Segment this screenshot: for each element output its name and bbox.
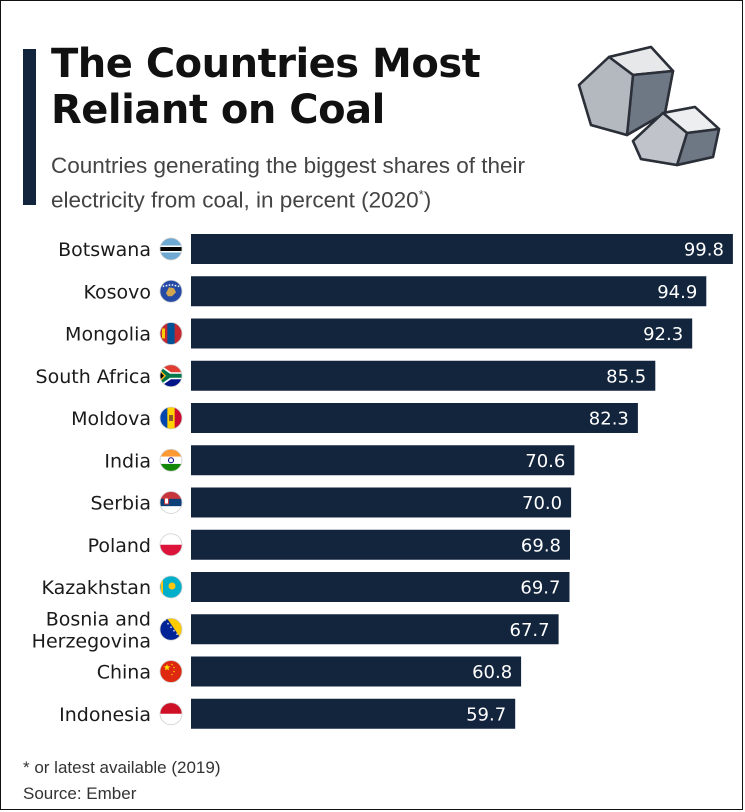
chart-subtitle: Countries generating the biggest shares … bbox=[51, 151, 571, 215]
value-label-india: 70.6 bbox=[525, 451, 565, 472]
india-flag-icon bbox=[159, 448, 183, 472]
bar-chart: 99.8 Botswana 94.9 Kosovo 92.3 Mongolia 85.5 So… bbox=[32, 234, 733, 729]
category-label-indonesia: Indonesia bbox=[59, 704, 151, 726]
bar-botswana bbox=[191, 234, 733, 264]
subtitle-asterisk: * bbox=[418, 187, 424, 202]
bar-moldova bbox=[191, 403, 638, 433]
value-label-botswana: 99.8 bbox=[684, 240, 724, 261]
category-label-serbia: Serbia bbox=[90, 493, 151, 515]
bar-indonesia bbox=[191, 698, 516, 729]
subtitle-close: ) bbox=[423, 187, 432, 213]
bosnia-flag-icon bbox=[159, 617, 183, 641]
title-line-1: The Countries Most bbox=[51, 41, 481, 87]
bar-mongolia bbox=[191, 318, 693, 349]
category-label-poland: Poland bbox=[88, 535, 151, 557]
category-label-botswana: Botswana bbox=[58, 239, 151, 261]
title-accent-bar bbox=[23, 49, 36, 205]
bar-kosovo bbox=[191, 276, 707, 307]
value-label-south-africa: 85.5 bbox=[606, 366, 646, 387]
botswana-flag-icon bbox=[159, 237, 183, 261]
value-label-china: 60.8 bbox=[472, 662, 512, 683]
chart-title: The Countries Most Reliant on Coal bbox=[51, 41, 481, 133]
south-africa-flag-icon bbox=[159, 364, 183, 388]
category-label-mongolia: Mongolia bbox=[65, 324, 151, 346]
subtitle-text: Countries generating the biggest shares … bbox=[51, 153, 526, 213]
value-label-serbia: 70.0 bbox=[522, 493, 562, 514]
footnote-note: * or latest available (2019) bbox=[23, 758, 221, 777]
category-label-kosovo: Kosovo bbox=[83, 281, 151, 303]
category-label-bosnia-and-herzegovina: Bosnia and Herzegovina bbox=[32, 608, 151, 652]
coal-lumps-icon bbox=[577, 45, 721, 167]
bar-south-africa bbox=[191, 360, 656, 391]
title-line-2: Reliant on Coal bbox=[51, 87, 385, 133]
bar-serbia bbox=[191, 487, 572, 518]
poland-flag-icon bbox=[159, 533, 183, 557]
serbia-flag-icon bbox=[159, 491, 183, 514]
bar-poland bbox=[191, 529, 570, 560]
bar-india bbox=[191, 445, 575, 476]
moldova-flag-icon bbox=[159, 406, 183, 430]
footnote: * or latest available (2019) Source: Emb… bbox=[23, 755, 221, 807]
value-label-bosnia-and-herzegovina: 67.7 bbox=[510, 620, 550, 641]
indonesia-flag-icon bbox=[159, 702, 183, 726]
kosovo-flag-icon bbox=[159, 279, 183, 303]
value-label-moldova: 82.3 bbox=[589, 409, 629, 430]
bar-kazakhstan bbox=[191, 572, 570, 602]
value-label-mongolia: 92.3 bbox=[643, 324, 683, 345]
china-flag-icon bbox=[159, 660, 183, 683]
category-label-south-africa: South Africa bbox=[36, 366, 151, 388]
kazakhstan-flag-icon bbox=[159, 575, 183, 599]
category-label-china: China bbox=[97, 662, 151, 684]
category-label-india: India bbox=[104, 450, 151, 472]
mongolia-flag-icon bbox=[159, 322, 183, 345]
value-label-indonesia: 59.7 bbox=[466, 704, 506, 725]
category-label-kazakhstan: Kazakhstan bbox=[42, 577, 151, 599]
value-label-kosovo: 94.9 bbox=[657, 282, 697, 303]
value-label-kazakhstan: 69.7 bbox=[520, 578, 560, 599]
value-label-poland: 69.8 bbox=[521, 535, 561, 556]
footnote-source: Source: Ember bbox=[23, 784, 137, 803]
category-label-moldova: Moldova bbox=[71, 408, 151, 430]
bar-china bbox=[191, 656, 522, 687]
bar-bosnia-and-herzegovina bbox=[191, 614, 559, 645]
